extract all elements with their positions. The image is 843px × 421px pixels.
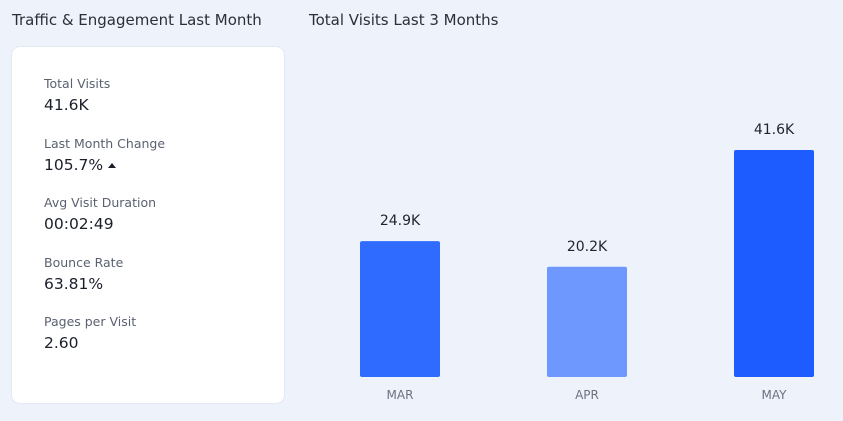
- x-tick-label-may: MAY: [762, 388, 788, 402]
- metric-value-text: 105.7%: [44, 156, 104, 174]
- bar-value-label-mar: 24.9K: [380, 213, 421, 229]
- metric-value-text: 41.6K: [44, 96, 89, 114]
- metric-value: 00:02:49: [44, 214, 156, 234]
- metric-total-visits: Total Visits 41.6K: [44, 76, 110, 115]
- metric-label: Total Visits: [44, 76, 111, 91]
- metric-last-month-change: Last Month Change 105.7%: [44, 136, 165, 175]
- metric-value-text: 00:02:49: [44, 215, 114, 233]
- metric-value: 105.7%: [44, 155, 165, 175]
- metric-label: Pages per Visit: [44, 314, 137, 329]
- bar-value-label-may: 41.6K: [754, 122, 795, 138]
- total-visits-heading: Total Visits Last 3 Months: [309, 11, 499, 29]
- metric-value: 2.60: [44, 333, 136, 353]
- metric-value: 63.81%: [44, 274, 123, 294]
- metric-label: Last Month Change: [44, 136, 166, 151]
- bar-may: [734, 150, 814, 377]
- bar-value-label-apr: 20.2K: [567, 239, 608, 255]
- triangle-up-icon: [108, 163, 117, 168]
- metric-value-text: 2.60: [44, 334, 79, 352]
- metric-label: Avg Visit Duration: [44, 195, 157, 210]
- metric-label: Bounce Rate: [44, 255, 124, 270]
- bar-mar: [360, 241, 440, 377]
- engagement-stats-card: Total Visits 41.6K Last Month Change 105…: [12, 47, 284, 403]
- x-tick-label-mar: MAR: [387, 388, 414, 402]
- metric-value-text: 63.81%: [44, 275, 104, 293]
- x-tick-label-apr: APR: [575, 388, 599, 402]
- metric-value: 41.6K: [44, 95, 110, 115]
- traffic-engagement-heading: Traffic & Engagement Last Month: [12, 11, 262, 29]
- total-visits-bar-chart: 24.9K MAR 20.2K APR 41.6K MAY: [360, 122, 814, 402]
- metric-pages-per-visit: Pages per Visit 2.60: [44, 314, 136, 353]
- metric-avg-visit-duration: Avg Visit Duration 00:02:49: [44, 195, 156, 234]
- metric-bounce-rate: Bounce Rate 63.81%: [44, 255, 123, 294]
- bar-apr: [547, 266, 627, 377]
